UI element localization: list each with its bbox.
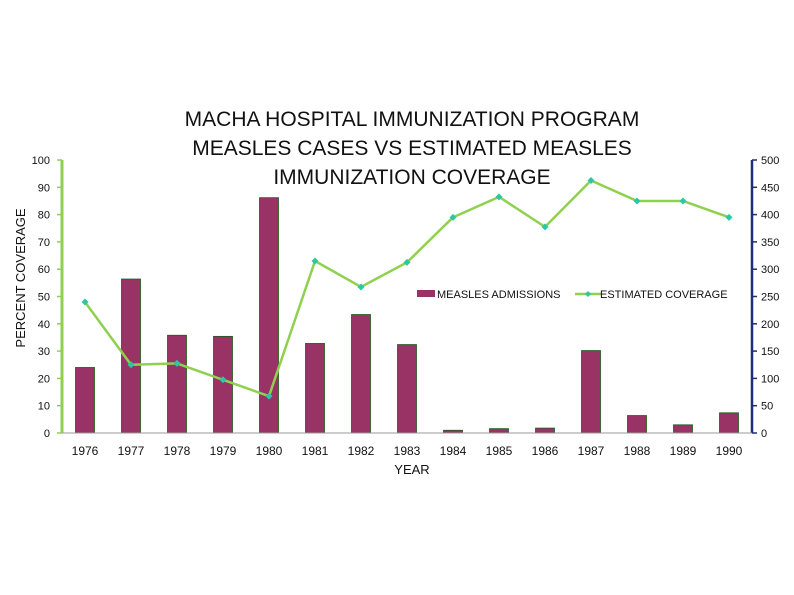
point-estimated-coverage-1979 (219, 376, 227, 384)
y-left-tick-label: 0 (44, 428, 50, 440)
legend-label-estimated-coverage: ESTIMATED COVERAGE (600, 289, 728, 301)
point-estimated-coverage-1986 (541, 223, 549, 231)
y-axis-title: PERCENT COVERAGE (13, 208, 28, 348)
point-estimated-coverage-1977 (127, 361, 135, 369)
axes-layer: 0 10 20 30 40 50 60 70 80 90 100 0 50 100 150 200 250 300… (32, 155, 780, 458)
y-left-tick-label: 60 (38, 264, 50, 276)
title-line-1: MACHA HOSPITAL IMMUNIZATION PROGRAM (185, 108, 640, 131)
x-tick-label: 1977 (118, 444, 145, 458)
legend-marker-estimated-coverage (585, 291, 591, 297)
y-right-tick-label: 250 (761, 292, 779, 304)
legend-label-measles-admissions: MEASLES ADMISSIONS (437, 289, 560, 301)
y-right-tick-label: 100 (761, 373, 779, 385)
point-estimated-coverage-1981 (311, 257, 319, 265)
legend: MEASLES ADMISSIONS ESTIMATED COVERAGE (417, 289, 728, 301)
legend-swatch-measles-admissions (417, 290, 435, 297)
point-estimated-coverage-1988 (633, 197, 641, 205)
x-tick-label: 1985 (486, 444, 513, 458)
y-left-tick-label: 20 (38, 373, 50, 385)
y-right-tick-label: 350 (761, 237, 779, 249)
point-estimated-coverage-1984 (449, 213, 457, 221)
point-estimated-coverage-1985 (495, 193, 503, 201)
point-estimated-coverage-1978 (173, 359, 181, 367)
bars-layer (75, 197, 739, 434)
x-tick-label: 1980 (256, 444, 283, 458)
bar-measles-admissions-1981 (305, 343, 325, 434)
bar-measles-admissions-1986 (535, 427, 555, 434)
y-right-tick-label: 0 (761, 428, 767, 440)
point-estimated-coverage-1989 (679, 197, 687, 205)
x-tick-label: 1989 (670, 444, 697, 458)
y-left-tick-label: 30 (38, 346, 50, 358)
x-tick-label: 1979 (210, 444, 237, 458)
x-tick-label: 1982 (348, 444, 375, 458)
x-tick-label: 1984 (440, 444, 467, 458)
bar-measles-admissions-1987 (581, 350, 601, 434)
y-right-tick-label: 400 (761, 210, 779, 222)
y-right-tick-label: 500 (761, 155, 779, 167)
x-tick-label: 1981 (302, 444, 329, 458)
bar-measles-admissions-1982 (351, 314, 371, 434)
x-axis-title: YEAR (394, 462, 429, 477)
bar-measles-admissions-1985 (489, 428, 509, 434)
y-left-tick-label: 40 (38, 319, 50, 331)
y-right-tick-label: 150 (761, 346, 779, 358)
point-estimated-coverage-1983 (403, 258, 411, 266)
line-layer (81, 176, 733, 400)
point-estimated-coverage-1990 (725, 213, 733, 221)
y-right-tick-label: 50 (761, 401, 773, 413)
x-tick-label: 1986 (532, 444, 559, 458)
bar-measles-admissions-1979 (213, 335, 233, 434)
bar-measles-admissions-1976 (75, 367, 95, 434)
y-left-tick-label: 80 (38, 210, 50, 222)
x-tick-label: 1987 (578, 444, 605, 458)
title-line-3: IMMUNIZATION COVERAGE (273, 166, 550, 189)
point-estimated-coverage-1976 (81, 298, 89, 306)
bar-measles-admissions-1983 (397, 344, 417, 434)
point-estimated-coverage-1987 (587, 176, 595, 184)
x-tick-label: 1983 (394, 444, 421, 458)
y-left-tick-label: 70 (38, 237, 50, 249)
bar-measles-admissions-1978 (167, 334, 187, 434)
x-tick-label: 1978 (164, 444, 191, 458)
point-estimated-coverage-1980 (265, 392, 273, 400)
x-tick-label: 1976 (72, 444, 99, 458)
x-tick-label: 1988 (624, 444, 651, 458)
bar-measles-admissions-1988 (627, 415, 647, 434)
y-right-tick-label: 450 (761, 182, 779, 194)
bar-measles-admissions-1989 (673, 424, 693, 434)
bar-measles-admissions-1990 (719, 412, 739, 434)
y-right-tick-label: 200 (761, 319, 779, 331)
y-left-tick-label: 100 (32, 155, 50, 167)
y-left-tick-label: 90 (38, 182, 50, 194)
point-estimated-coverage-1982 (357, 283, 365, 291)
chart-title: MACHA HOSPITAL IMMUNIZATION PROGRAM MEAS… (185, 108, 640, 189)
title-line-2: MEASLES CASES VS ESTIMATED MEASLES (192, 137, 632, 160)
y-left-tick-label: 10 (38, 401, 50, 413)
y-right-tick-label: 300 (761, 264, 779, 276)
x-tick-label: 1990 (716, 444, 743, 458)
y-left-tick-label: 50 (38, 292, 50, 304)
